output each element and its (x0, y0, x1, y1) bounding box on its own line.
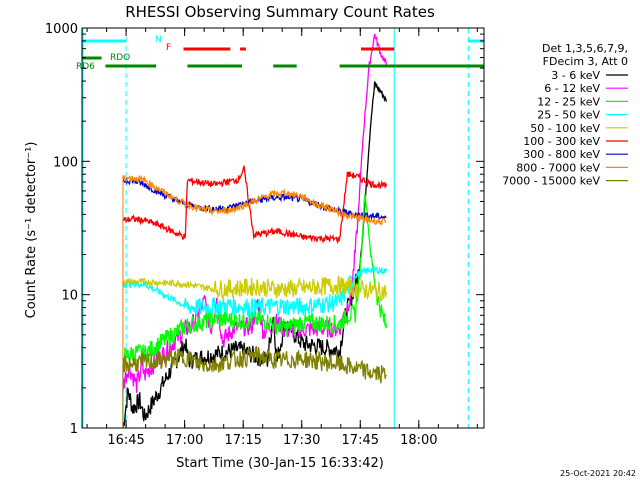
legend-label-9: 7000 - 15000 keV (502, 175, 600, 188)
legend-label-5: 50 - 100 keV (530, 122, 600, 135)
legend-label-3: 12 - 25 keV (537, 95, 600, 108)
series-line-3 (122, 193, 388, 367)
series-line-4 (122, 264, 388, 318)
x-tick-label-3: 17:15 (224, 433, 261, 448)
legend-header-line-2: FDecim 3, Att 0 (543, 55, 628, 68)
legend-label-2: 6 - 12 keV (544, 82, 600, 95)
plot-frame (81, 27, 485, 429)
y-tick-label-2: 10 (61, 289, 78, 304)
x-axis-label: Start Time (30-Jan-15 16:33:42) (176, 456, 384, 471)
legend-header-line-1: Det 1,3,5,6,7,9, (542, 42, 628, 55)
x-tick-label-5: 17:45 (342, 433, 379, 448)
legend-label-8: 800 - 7000 keV (516, 161, 600, 174)
flag-label-rdo: RDO (110, 53, 130, 63)
series-line-1 (122, 81, 388, 429)
legend: Det 1,3,5,6,7,9,FDecim 3, Att 03 - 6 keV… (502, 42, 628, 188)
x-tick-label-2: 17:00 (166, 433, 203, 448)
y-axis-label: Count Rate (s⁻¹ detector⁻¹) (24, 142, 39, 319)
series-line-8 (122, 174, 387, 226)
flag-label-n: N (155, 35, 162, 45)
chart-title: RHESSI Observing Summary Count Rates (125, 3, 435, 21)
flag-label-f: F (166, 43, 171, 53)
series-line-9 (122, 345, 387, 384)
y-tick-label-4: 1000 (45, 22, 78, 37)
x-tick-label-1: 16:45 (107, 433, 144, 448)
flag-label-rd6: RD6 (76, 62, 95, 72)
x-axis: 16:45 17:00 17:15 17:30 17:45 18:00 (86, 28, 478, 448)
series-line-6 (122, 165, 388, 245)
y-axis: 1 10 100 1000 (45, 22, 484, 437)
y-tick-label-1: 1 (70, 422, 78, 437)
legend-label-6: 100 - 300 keV (523, 135, 600, 148)
legend-label-7: 300 - 800 keV (523, 148, 600, 161)
legend-label-1: 3 - 6 keV (551, 69, 600, 82)
legend-label-4: 25 - 50 keV (537, 109, 600, 122)
x-tick-label-4: 17:30 (283, 433, 320, 448)
footer-date: 25-Oct-2021 20:42 (560, 469, 636, 478)
y-tick-label-3: 100 (53, 155, 78, 170)
x-tick-label-6: 18:00 (400, 433, 437, 448)
series-line-5 (122, 275, 388, 302)
plot-area: NF RDO RD6 (76, 28, 484, 429)
